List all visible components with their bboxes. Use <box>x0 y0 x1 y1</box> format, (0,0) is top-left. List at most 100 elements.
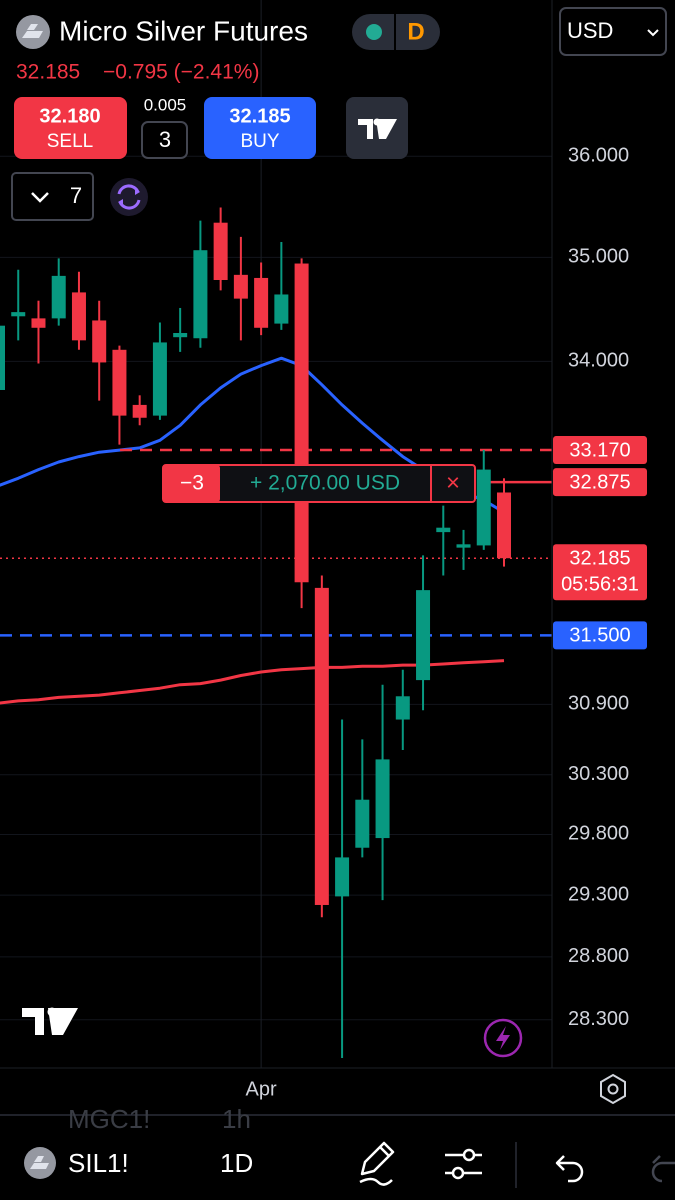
price-level-label: 32.875 <box>569 471 630 493</box>
toolbar-interval[interactable]: 1D <box>220 1148 253 1178</box>
x-tick-label: Apr <box>246 1078 277 1100</box>
bar-countdown: 05:56:31 <box>561 573 639 595</box>
candle-body <box>92 320 107 363</box>
candle-body <box>71 292 86 341</box>
candle-body <box>0 325 5 390</box>
tv-logo <box>358 119 397 139</box>
candle <box>11 269 26 341</box>
candle <box>71 271 86 350</box>
candle <box>152 322 167 420</box>
y-tick-label: 29.800 <box>568 823 629 845</box>
candle-body <box>497 492 511 559</box>
position-qty-bg <box>163 465 220 502</box>
y-tick-label: 30.900 <box>568 693 629 715</box>
buy-price: 32.185 <box>229 105 290 127</box>
candle-body <box>314 587 329 905</box>
time-axis: Apr <box>246 1078 277 1100</box>
quantity-box[interactable] <box>141 121 188 159</box>
sync-button[interactable] <box>110 178 148 216</box>
tv-watermark <box>22 1007 78 1035</box>
candle-body <box>254 277 269 328</box>
chart-overlay: 33.170 32.875 32.185 05:56:31 31.500 <box>553 436 647 650</box>
candle <box>213 207 228 291</box>
order-panel: 32.180 SELL 0.005 3 32.185 BUY <box>14 95 408 159</box>
price-level-label-bg <box>553 621 647 650</box>
candle <box>456 529 471 570</box>
candle-body <box>173 333 188 338</box>
alerts-button[interactable] <box>483 1018 523 1058</box>
candle <box>31 300 46 364</box>
candle <box>51 258 66 326</box>
price-level-label-bg <box>553 468 647 497</box>
y-tick-label: 36.000 <box>568 145 629 167</box>
position-line: −3 + 2,070.00 USD × <box>162 464 476 503</box>
symbol-name: Micro Silver Futures <box>59 15 308 46</box>
tv-logo-dot <box>373 118 381 126</box>
candle-body <box>152 342 167 416</box>
last-price: 32.185 <box>16 61 80 84</box>
toolbar-symbol[interactable]: SIL1! <box>68 1148 129 1178</box>
candle-body <box>335 857 350 897</box>
draw-tool[interactable] <box>359 1141 395 1186</box>
candle-body <box>375 759 390 839</box>
symbol-icon <box>16 15 50 49</box>
trading-panel-button[interactable] <box>346 97 408 159</box>
price-level-label-bg <box>553 544 647 601</box>
y-tick-label: 28.800 <box>568 945 629 967</box>
chevron <box>31 192 49 203</box>
y-tick-label: 29.300 <box>568 883 629 905</box>
sell-button[interactable] <box>14 97 127 159</box>
candle <box>476 450 491 550</box>
candle <box>314 575 329 918</box>
candle-body <box>294 263 309 583</box>
candle-body <box>355 799 370 848</box>
price-level-label-bg <box>553 436 647 465</box>
delay-badge: D <box>407 18 424 45</box>
candle-body <box>416 590 431 681</box>
buy-label: BUY <box>240 131 279 152</box>
price-axis: 36.000 35.000 34.000 30.900 30.300 29.800 29.3… <box>568 145 629 1030</box>
candle <box>132 395 147 426</box>
prev-interval: 1h <box>222 1104 251 1134</box>
candle-body <box>213 222 228 281</box>
candle <box>375 684 390 901</box>
indicators-count: 7 <box>70 183 82 208</box>
price-level-label: 32.185 <box>569 547 630 569</box>
close-position[interactable]: × <box>446 469 460 496</box>
candle <box>274 242 289 330</box>
header: Micro Silver Futures D USD 32.185 −0.795… <box>16 7 667 84</box>
indicators-toggle[interactable] <box>11 172 94 221</box>
chart-settings[interactable] <box>600 1073 626 1105</box>
y-tick-label: 35.000 <box>568 246 629 268</box>
indicator-settings[interactable] <box>445 1148 482 1180</box>
currency-select[interactable] <box>559 7 667 56</box>
candle <box>416 555 431 711</box>
candle-body <box>456 544 471 548</box>
position-quantity: −3 <box>180 472 204 495</box>
candle-body <box>51 275 66 319</box>
candle <box>497 478 511 567</box>
undo-button[interactable] <box>555 1155 584 1183</box>
candle-body <box>274 294 289 324</box>
redo-button[interactable] <box>651 1155 675 1183</box>
coin-bars <box>30 1156 49 1169</box>
buy-button[interactable] <box>204 97 316 159</box>
candle-body <box>476 469 491 546</box>
dropdown-chevron <box>647 29 659 37</box>
sell-price: 32.180 <box>39 105 100 127</box>
price-level-label: 33.170 <box>569 439 630 461</box>
price-level-label: 31.500 <box>569 625 630 647</box>
candle <box>395 669 410 750</box>
toolbar: MGC1! 1h SIL1! 1D <box>0 1104 675 1188</box>
y-tick-label: 28.300 <box>568 1008 629 1030</box>
lightning-icon <box>496 1026 510 1050</box>
candle <box>173 307 188 352</box>
market-open-dot <box>366 24 382 40</box>
price-change: −0.795 (−2.41%) <box>103 61 259 84</box>
candle <box>233 236 248 341</box>
candle <box>355 739 370 858</box>
position-pnl: + 2,070.00 USD <box>250 472 400 495</box>
